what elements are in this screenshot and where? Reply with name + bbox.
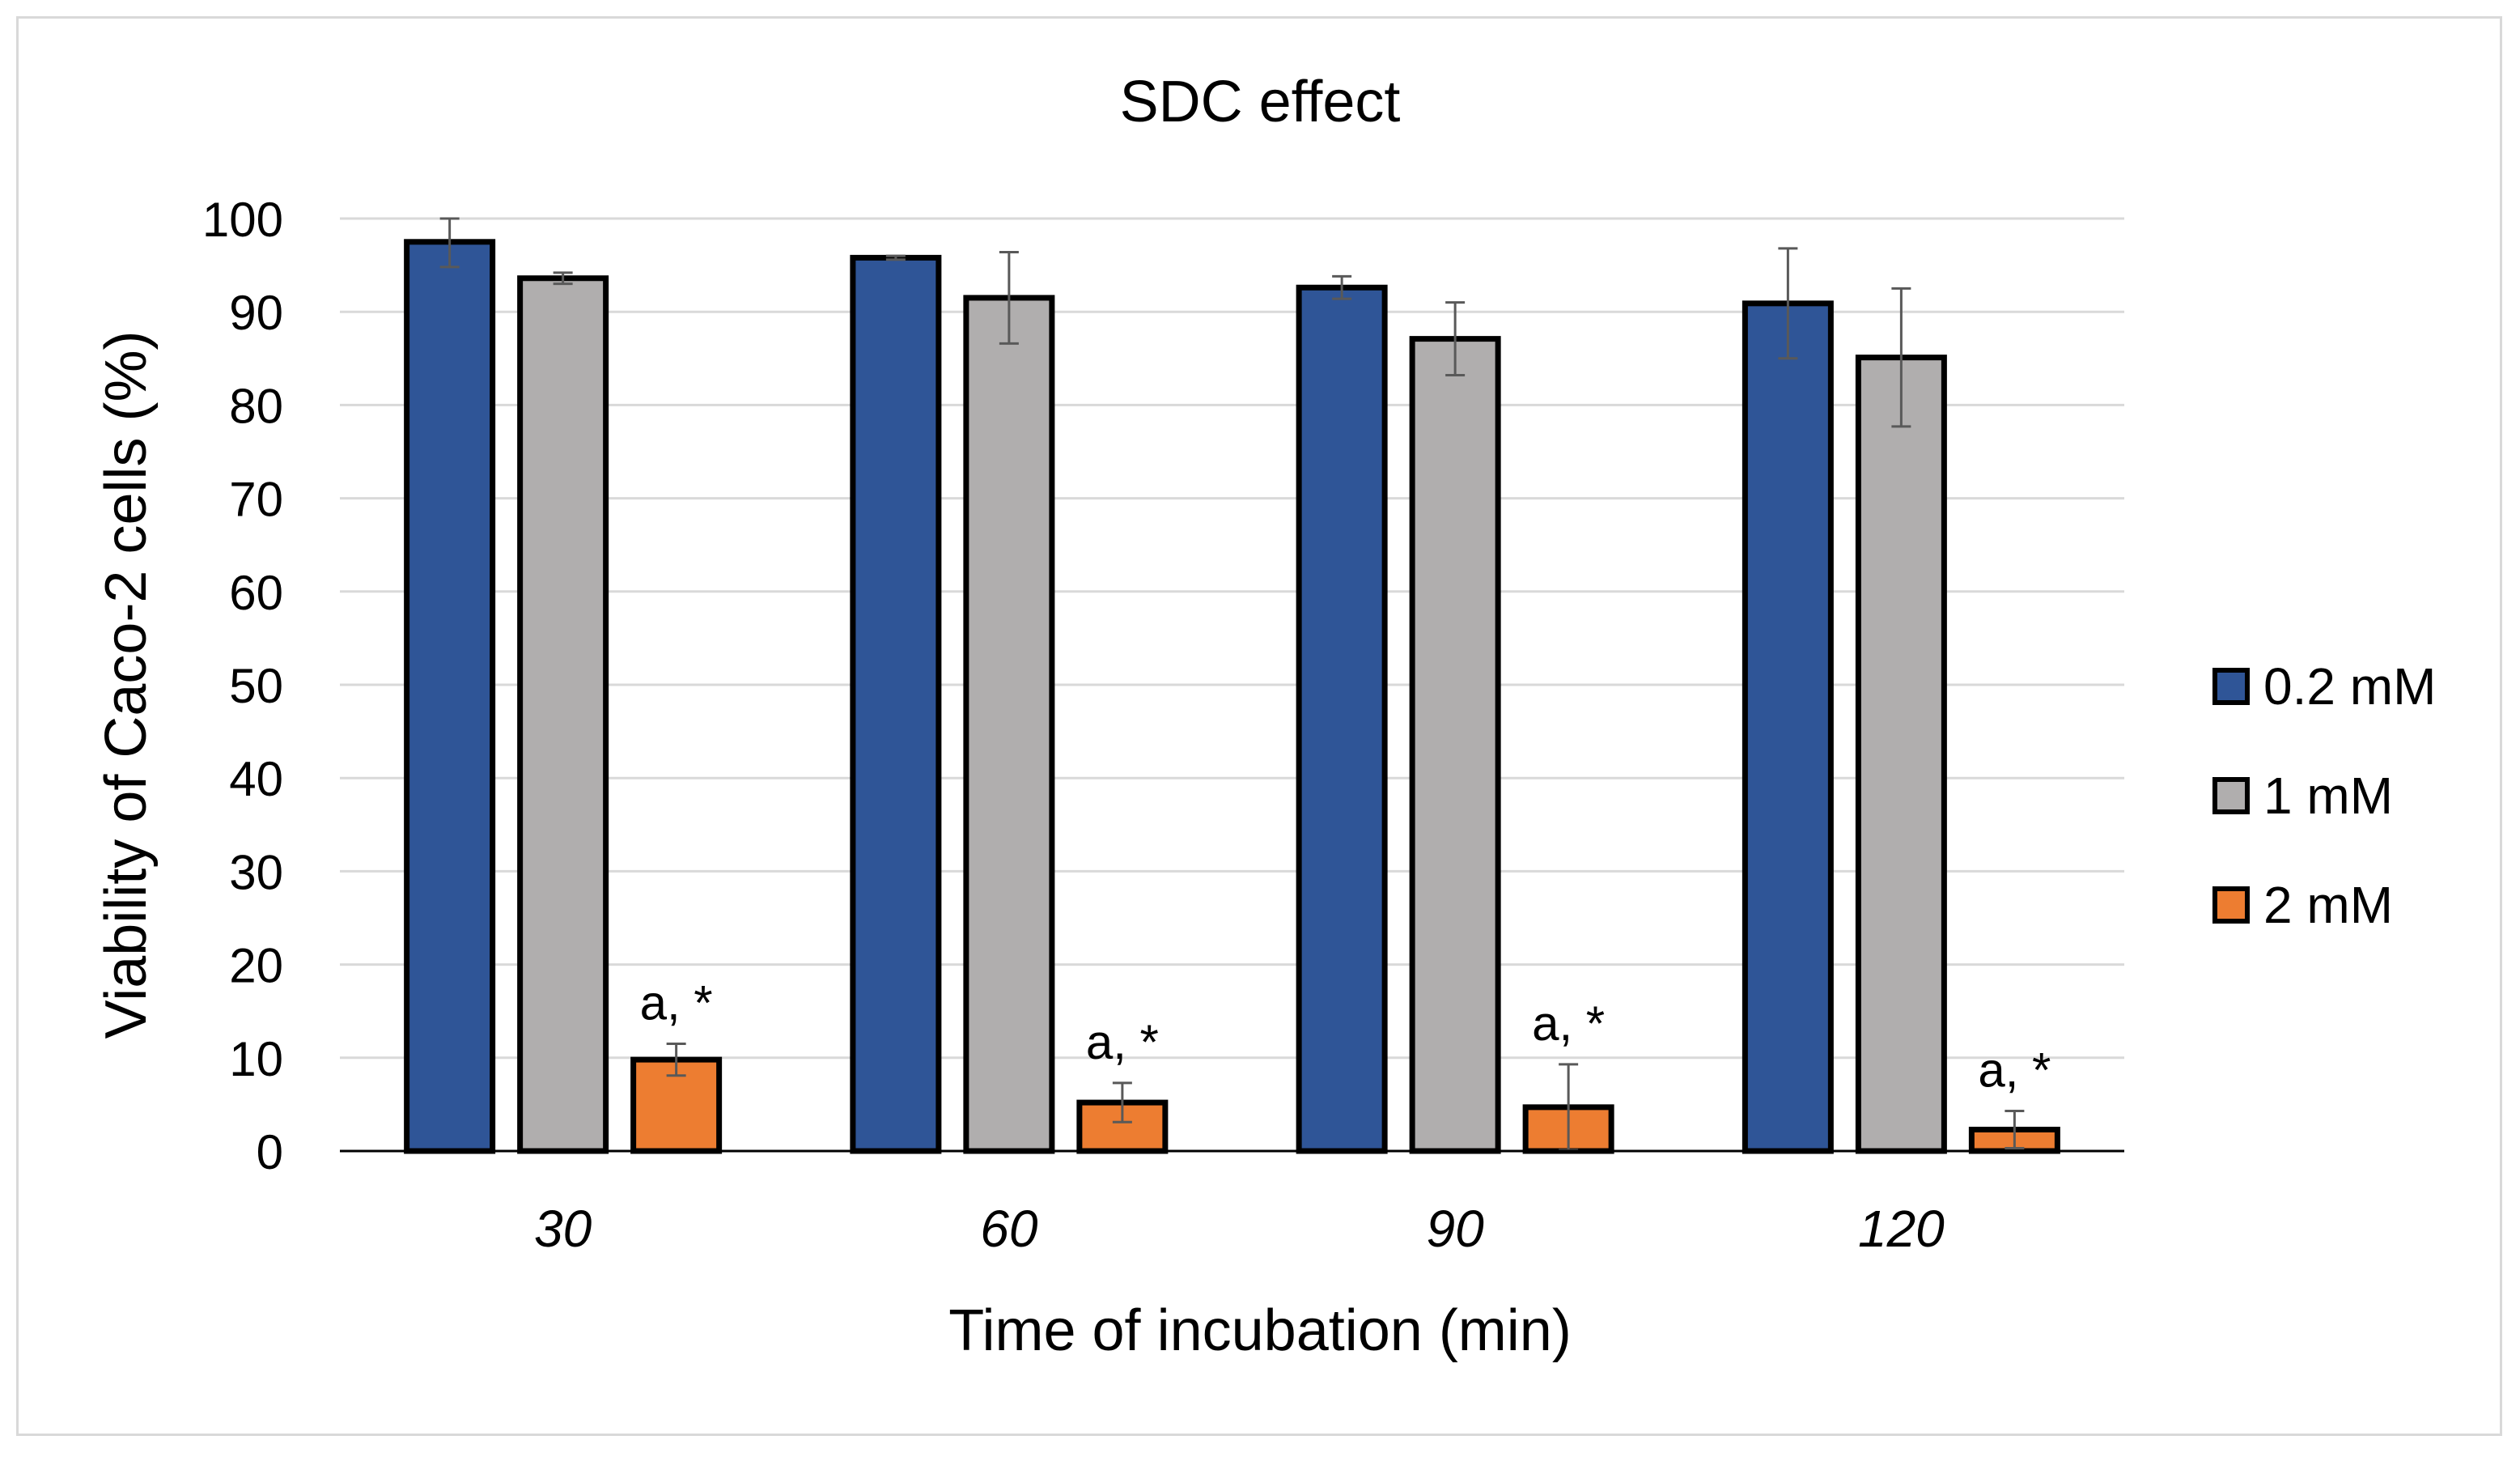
y-tick-label: 40	[229, 752, 283, 806]
y-tick-label: 70	[229, 473, 283, 527]
error-bars	[439, 217, 2025, 1152]
data-annotation: a, *	[1532, 996, 1605, 1051]
legend-swatch	[2212, 668, 2250, 705]
data-annotation: a, *	[640, 976, 713, 1030]
legend-swatch	[2212, 777, 2250, 814]
y-tick-label: 20	[229, 939, 283, 993]
bar	[517, 275, 609, 1154]
legend-label: 0.2 mM	[2263, 657, 2436, 716]
bar	[850, 254, 942, 1154]
x-axis-label: Time of incubation (min)	[948, 1298, 1572, 1363]
x-tick-label: 30	[534, 1200, 592, 1258]
y-axis-ticks: 0 10 20 30 40 50 60 70 80 90 100	[202, 193, 283, 1179]
bar	[963, 295, 1055, 1154]
bars	[404, 239, 2060, 1154]
bar	[1742, 300, 1834, 1154]
x-tick-label: 90	[1427, 1200, 1485, 1258]
y-tick-label: 50	[229, 659, 283, 713]
y-tick-label: 80	[229, 379, 283, 433]
data-annotation: a, *	[1086, 1015, 1159, 1069]
bar	[1409, 336, 1501, 1154]
chart-frame	[16, 16, 2502, 1436]
legend-swatch	[2212, 886, 2250, 924]
bar	[404, 239, 496, 1154]
legend-label: 1 mM	[2263, 767, 2393, 825]
x-axis-ticks: 30 60 90 120	[534, 1200, 1945, 1258]
data-annotation: a, *	[1978, 1043, 2051, 1097]
y-tick-label: 0	[257, 1125, 283, 1179]
y-tick-label: 60	[229, 566, 283, 620]
annotations: a, * a, * a, * a, *	[640, 976, 2051, 1098]
x-tick-label: 120	[1858, 1200, 1945, 1258]
y-axis-label: Viability of Caco-2 cells (%)	[94, 331, 159, 1039]
y-tick-label: 100	[202, 193, 283, 247]
chart-title: SDC effect	[1120, 70, 1401, 134]
x-tick-label: 60	[980, 1200, 1038, 1258]
y-tick-label: 30	[229, 845, 283, 899]
y-tick-label: 10	[229, 1032, 283, 1086]
legend-label: 2 mM	[2263, 876, 2393, 934]
bar	[1855, 355, 1947, 1154]
bar	[1296, 284, 1388, 1154]
legend: 0.2 mM 1 mM 2 mM	[2212, 657, 2436, 934]
y-tick-label: 90	[229, 286, 283, 340]
